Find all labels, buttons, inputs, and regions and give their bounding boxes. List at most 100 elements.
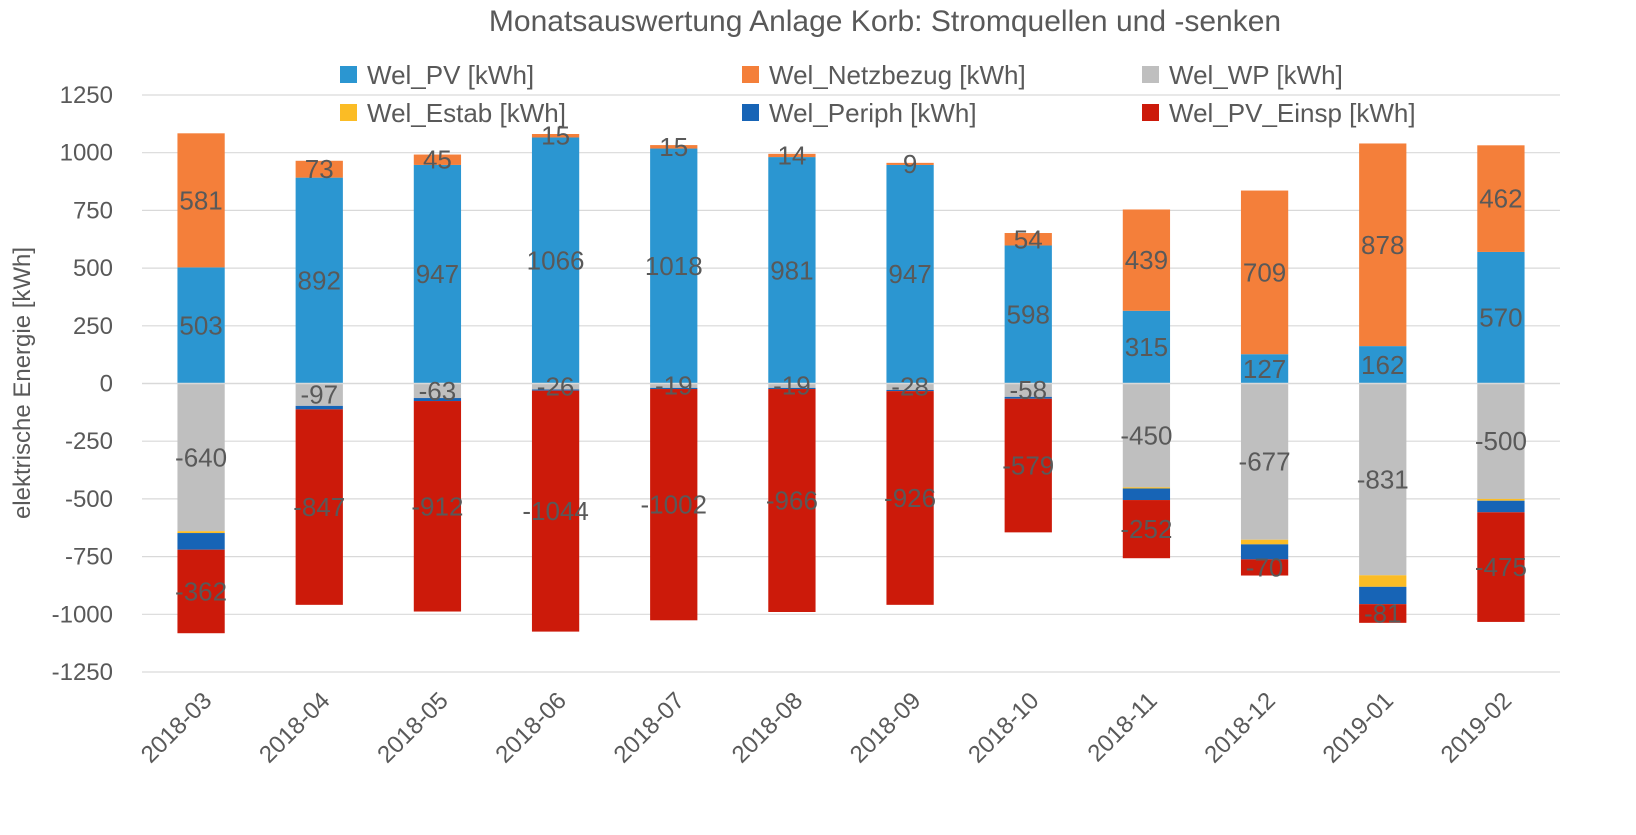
bar-segment <box>650 387 698 390</box>
bar-segment <box>1477 145 1525 252</box>
bar-segment <box>886 162 934 165</box>
bar-segment <box>650 389 698 621</box>
legend-swatch <box>1142 66 1159 83</box>
data-label: 947 <box>416 259 459 289</box>
legend-label: Wel_PV [kWh] <box>367 60 534 90</box>
bar-segment <box>177 531 225 534</box>
x-tick-label: 2018-08 <box>727 687 808 768</box>
bar-segment <box>1240 539 1289 545</box>
data-label: 709 <box>1243 257 1286 287</box>
data-label: 1066 <box>527 245 585 275</box>
data-labels: 503 581 -640 -362 892 73 -97 -847 947 45 -63 -912 10… <box>175 121 1527 629</box>
data-label: -579 <box>1002 451 1054 481</box>
bar-segment <box>1477 512 1525 622</box>
data-label: 503 <box>179 310 222 340</box>
y-tick-label: -1000 <box>52 601 113 628</box>
bar-segment <box>1359 143 1407 347</box>
bar-segment <box>768 157 816 384</box>
bar-segment <box>413 398 462 402</box>
bar-segment <box>1240 383 1289 540</box>
data-label: -63 <box>419 376 457 406</box>
x-tick-label: 2018-07 <box>609 687 690 768</box>
bar-segment <box>1359 586 1407 605</box>
data-label: 947 <box>888 259 931 289</box>
bar-segment <box>650 148 698 384</box>
bar-segment <box>1122 383 1171 488</box>
x-tick-label: 2018-06 <box>490 687 571 768</box>
data-label: 981 <box>770 255 813 285</box>
bar-segment <box>413 401 462 612</box>
data-label: -252 <box>1120 514 1172 544</box>
bar-segment <box>1240 190 1289 355</box>
x-tick-label: 2018-05 <box>372 687 453 768</box>
data-label: -500 <box>1475 426 1527 456</box>
data-label: -831 <box>1357 464 1409 494</box>
data-label: 598 <box>1007 299 1050 329</box>
legend-swatch <box>1142 104 1159 121</box>
data-label: -640 <box>175 442 227 472</box>
data-label: 54 <box>1014 224 1043 254</box>
legend-label: Wel_PV_Einsp [kWh] <box>1169 98 1416 128</box>
bar-segment <box>177 533 225 550</box>
bar-segment <box>1004 245 1052 384</box>
x-tick-label: 2018-10 <box>963 687 1044 768</box>
x-axis-ticks: 2018-03 2018-04 2018-05 2018-06 2018-07 2018-… <box>136 687 1517 768</box>
bar-segment <box>1477 251 1525 384</box>
chart-title: Monatsauswertung Anlage Korb: Stromquell… <box>489 5 1281 38</box>
data-label: -926 <box>884 483 936 513</box>
data-label: -912 <box>411 491 463 521</box>
bar-segment <box>531 383 580 390</box>
bar-segment <box>650 145 698 149</box>
data-label: -70 <box>1246 552 1284 582</box>
data-label: -19 <box>773 371 811 401</box>
bar-segment <box>177 549 225 634</box>
y-tick-label: -500 <box>65 486 113 513</box>
bar-segment <box>531 137 580 384</box>
x-tick-label: 2018-11 <box>1083 687 1163 767</box>
y-tick-label: -250 <box>65 428 113 455</box>
data-label: -26 <box>537 372 575 402</box>
bar-segment <box>1240 354 1289 384</box>
data-label: 162 <box>1361 350 1404 380</box>
bar-segment <box>1477 383 1525 499</box>
data-label: 439 <box>1125 245 1168 275</box>
bar-segment <box>1004 396 1052 399</box>
bar-segment <box>1122 310 1171 384</box>
data-label: -97 <box>300 380 338 410</box>
data-label: -450 <box>1120 420 1172 450</box>
x-tick-label: 2018-04 <box>254 687 335 768</box>
bar-segment <box>650 383 698 388</box>
data-label: 1018 <box>645 251 703 281</box>
y-tick-label: 0 <box>100 371 113 398</box>
data-label: 581 <box>179 185 222 215</box>
data-label: 73 <box>305 154 334 184</box>
data-label: -1002 <box>641 490 708 520</box>
bar-segment <box>768 383 816 388</box>
bar-segment <box>886 383 934 390</box>
y-tick-label: 1250 <box>60 82 113 109</box>
y-axis-ticks: 1250 1000 750 500 250 0 -250 -500 -750 -1000 -1250 <box>52 82 113 686</box>
data-label: -28 <box>891 372 929 402</box>
x-tick-label: 2018-03 <box>136 687 217 768</box>
bar-segment <box>1004 398 1052 533</box>
y-tick-label: 250 <box>73 313 113 340</box>
data-label: 15 <box>659 132 688 162</box>
x-tick-label: 2018-12 <box>1199 687 1280 768</box>
data-label: -677 <box>1239 447 1291 477</box>
bar-segment <box>1359 346 1407 384</box>
bar-segment <box>768 387 816 390</box>
data-label: -58 <box>1009 375 1047 405</box>
data-label: 15 <box>541 121 570 151</box>
legend-label: Wel_Netzbezug [kWh] <box>769 60 1026 90</box>
data-label: -362 <box>175 576 227 606</box>
bar-segment <box>531 389 580 391</box>
legend-label: Wel_Periph [kWh] <box>769 98 977 128</box>
data-label: 462 <box>1479 184 1522 214</box>
bar-segment <box>1359 383 1407 576</box>
bar-segment <box>1477 500 1525 513</box>
bar-segment <box>1359 604 1407 623</box>
data-label: 878 <box>1361 230 1404 260</box>
gridlines <box>142 94 1560 673</box>
data-label: -81 <box>1364 598 1402 628</box>
y-tick-label: 500 <box>73 255 113 282</box>
